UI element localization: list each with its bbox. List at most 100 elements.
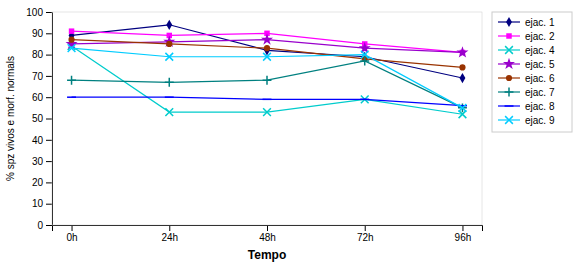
point	[359, 42, 371, 53]
legend-marker	[505, 88, 514, 97]
series	[67, 97, 467, 106]
y-tick: 80	[32, 49, 52, 60]
legend-marker	[505, 116, 513, 124]
y-tick-mark	[46, 161, 52, 162]
y-tick-mark	[46, 76, 52, 77]
x-tick: 24h	[161, 225, 178, 243]
legend-label: ejac. 2	[525, 31, 555, 42]
point	[165, 78, 174, 87]
point	[166, 20, 172, 30]
y-tick-label: 30	[32, 156, 44, 167]
legend-item: ejac. 7	[498, 87, 555, 98]
x-tick-mark	[462, 225, 463, 231]
x-axis: 0h 24h 48h 72h 96h	[53, 225, 483, 243]
legend-item: ejac. 5	[498, 58, 555, 70]
y-axis: 0 10 20 30 40 50 60 70 80 90 100	[26, 7, 52, 231]
legend-marker	[505, 105, 514, 107]
series	[66, 33, 469, 57]
y-tick-mark	[46, 204, 52, 205]
y-tick: 60	[32, 92, 52, 103]
legend-item: ejac. 9	[498, 115, 555, 126]
point	[458, 103, 467, 112]
point	[163, 35, 175, 46]
point	[68, 37, 74, 43]
y-tick-label: 100	[26, 7, 43, 18]
chart: 0 10 20 30 40 50 60 70 80 90 100 0h 24h 48h 72h 96h Temp…	[0, 0, 582, 267]
point	[67, 76, 76, 85]
legend-label: ejac. 9	[525, 115, 555, 126]
x-tick: 72h	[357, 225, 374, 243]
y-tick: 90	[32, 28, 52, 39]
x-tick-mark	[365, 225, 366, 231]
legend-label: ejac. 7	[525, 87, 555, 98]
y-tick: 0	[37, 220, 52, 231]
y-tick: 20	[32, 177, 52, 188]
x-tick-label: 96h	[455, 232, 472, 243]
legend-label: ejac. 5	[525, 59, 555, 70]
y-axis-title: % spz vivos e morf. normals	[5, 56, 16, 181]
legend-item: ejac. 2	[498, 31, 555, 42]
x-tick: 0h	[66, 225, 77, 243]
y-tick-label: 10	[32, 198, 44, 209]
plot-frame	[52, 12, 482, 225]
y-tick-mark	[46, 12, 52, 13]
legend-item: ejac. 6	[498, 73, 555, 84]
point	[69, 28, 74, 33]
point	[263, 53, 271, 61]
y-tick-label: 90	[32, 28, 44, 39]
x-tick-mark	[72, 225, 73, 231]
x-tick: 96h	[455, 225, 472, 243]
y-tick-label: 50	[32, 113, 44, 124]
point	[261, 33, 273, 44]
legend-item: ejac. 8	[498, 101, 555, 112]
point	[361, 95, 369, 103]
x-tick-label: 48h	[259, 232, 276, 243]
point	[263, 76, 272, 85]
series-group	[66, 20, 469, 118]
legend-item: ejac. 1	[498, 17, 555, 28]
y-tick-label: 0	[37, 220, 43, 231]
x-tick-label: 0h	[66, 232, 77, 243]
y-tick: 10	[32, 198, 52, 209]
series	[67, 57, 467, 113]
y-tick: 100	[26, 7, 52, 18]
plot-area: 0 10 20 30 40 50 60 70 80 90 100 0h 24h 48h 72h 96h	[26, 7, 482, 243]
y-tick-label: 80	[32, 49, 44, 60]
legend-label: ejac. 6	[525, 73, 555, 84]
x-tick-label: 24h	[161, 232, 178, 243]
legend-item: ejac. 4	[498, 45, 555, 56]
series-line	[72, 61, 463, 108]
point	[263, 99, 272, 101]
y-tick-mark	[46, 55, 52, 56]
y-tick-mark	[46, 33, 52, 34]
point	[456, 46, 468, 57]
x-tick-label: 72h	[357, 232, 374, 243]
y-tick: 40	[32, 135, 52, 146]
series-line	[72, 48, 463, 108]
y-tick: 70	[32, 71, 52, 82]
legend-marker	[506, 33, 511, 38]
x-axis-title: Tempo	[248, 248, 286, 262]
point	[459, 104, 467, 112]
legend-marker	[503, 58, 515, 69]
point	[361, 51, 369, 59]
point	[68, 44, 76, 52]
point	[263, 108, 271, 116]
series	[68, 42, 467, 118]
y-tick-label: 60	[32, 92, 44, 103]
legend-marker	[505, 46, 513, 54]
legend-marker	[506, 17, 512, 27]
legend-label: ejac. 1	[525, 17, 555, 28]
x-tick: 48h	[259, 225, 276, 243]
y-tick: 50	[32, 113, 52, 124]
legend-label: ejac. 8	[525, 101, 555, 112]
y-tick-mark	[46, 225, 52, 226]
legend-marker	[506, 75, 512, 81]
point	[67, 96, 76, 98]
point	[166, 41, 172, 47]
legend-label: ejac. 4	[525, 45, 555, 56]
y-tick-mark	[46, 119, 52, 120]
series-line	[72, 25, 463, 78]
y-tick-label: 20	[32, 177, 44, 188]
series	[68, 44, 467, 111]
